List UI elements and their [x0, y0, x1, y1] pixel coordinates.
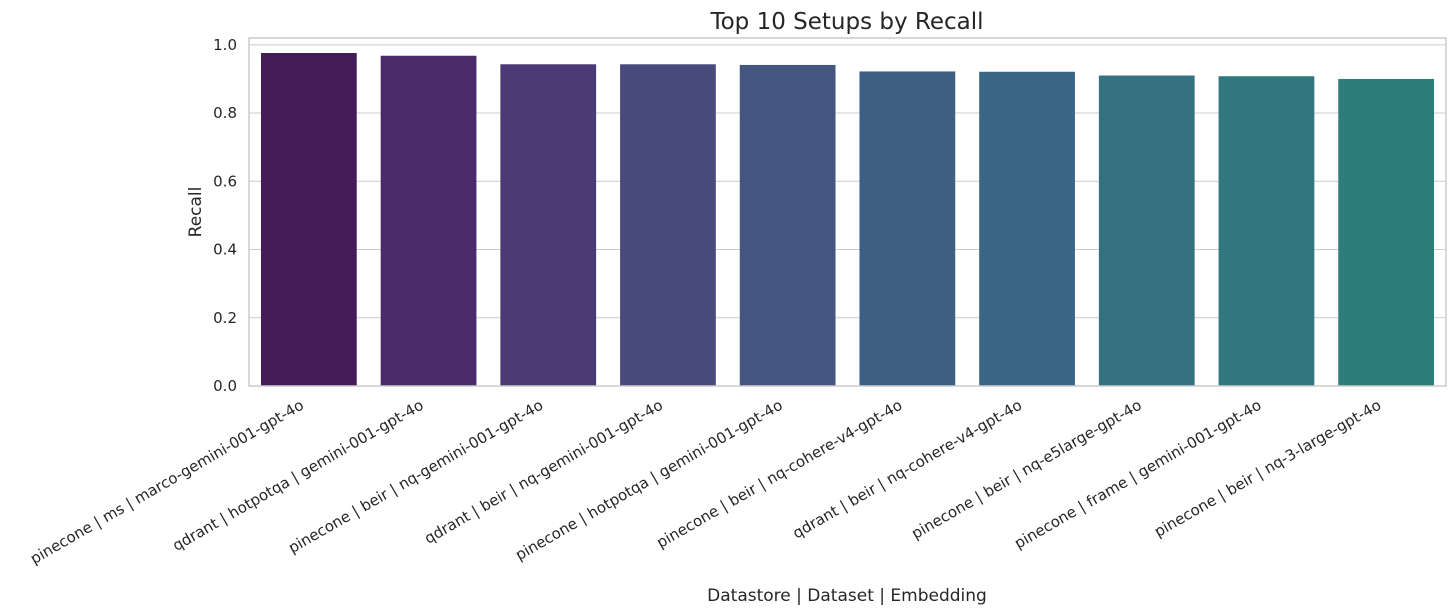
x-tick-label: pinecone | beir | nq-cohere-v4-gpt-4o — [653, 396, 905, 552]
bar — [859, 71, 956, 386]
bar — [260, 53, 357, 386]
y-tick-label: 0.6 — [213, 172, 237, 190]
y-tick-label: 0.0 — [213, 377, 237, 395]
y-tick-label: 0.8 — [213, 104, 237, 122]
y-axis-label: Recall — [186, 187, 206, 238]
x-tick-label: pinecone | beir | nq-gemini-001-gpt-4o — [285, 396, 546, 557]
bar — [500, 64, 597, 386]
y-ticks: 0.0 0.2 0.4 0.6 0.8 1.0 — [213, 36, 237, 395]
bars — [260, 53, 1435, 387]
x-tick-label: pinecone | beir | nq-e5large-gpt-4o — [908, 396, 1144, 543]
bar — [739, 64, 836, 386]
x-ticks: pinecone | ms | marco-gemini-001-gpt-4oq… — [27, 396, 1384, 568]
x-tick-label: qdrant | hotpotqa | gemini-001-gpt-4o — [169, 396, 426, 555]
x-tick-label: qdrant | beir | nq-cohere-v4-gpt-4o — [789, 396, 1025, 542]
y-tick-label: 0.4 — [213, 241, 237, 259]
bar — [620, 64, 716, 386]
bar — [979, 71, 1075, 386]
y-tick-label: 0.2 — [213, 309, 237, 327]
bar — [1218, 76, 1315, 386]
bar — [1338, 78, 1435, 387]
x-tick-label: pinecone | frame | gemini-001-gpt-4o — [1011, 396, 1264, 553]
bar — [380, 55, 477, 386]
bar — [1098, 75, 1195, 386]
y-tick-label: 1.0 — [213, 36, 237, 54]
x-tick-label: qdrant | beir | nq-gemini-001-gpt-4o — [421, 396, 666, 548]
x-tick-label: pinecone | beir | nq-3-large-gpt-4o — [1151, 396, 1384, 541]
x-axis-label: Datastore | Dataset | Embedding — [707, 586, 987, 606]
x-tick-label: pinecone | ms | marco-gemini-001-gpt-4o — [27, 396, 307, 568]
plot-frame — [248, 37, 1447, 387]
chart-title: Top 10 Setups by Recall — [709, 9, 983, 35]
